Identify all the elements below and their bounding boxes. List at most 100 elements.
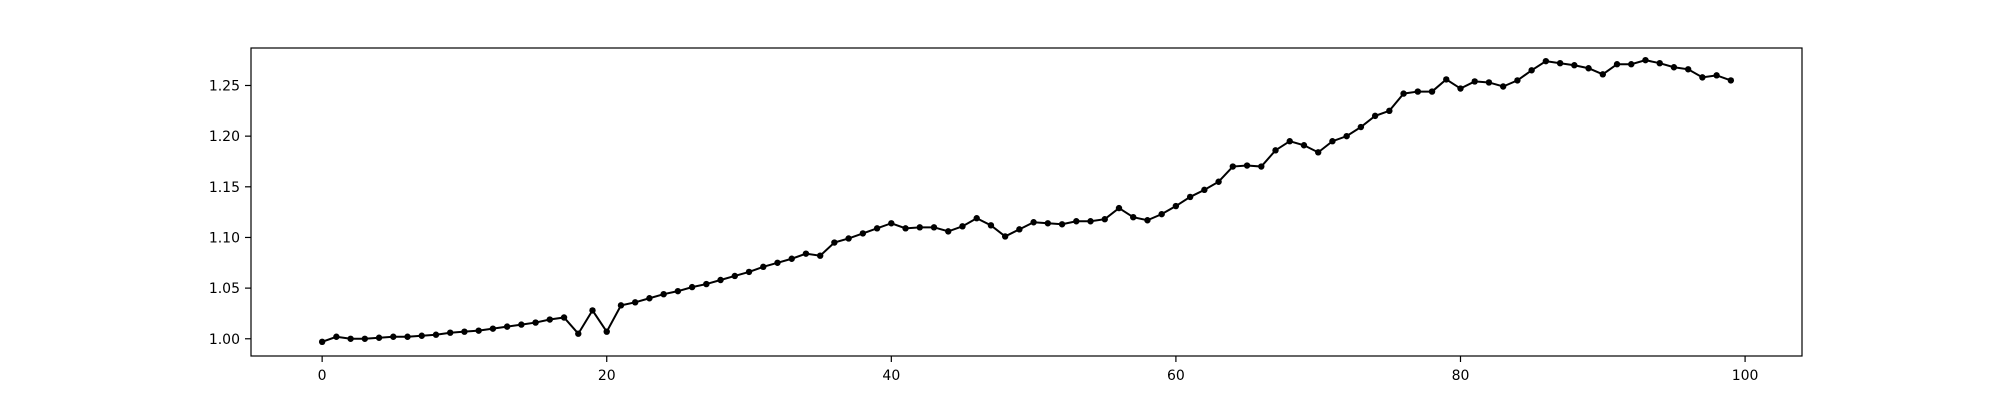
data-point: [1628, 61, 1635, 68]
data-point: [1315, 149, 1322, 156]
data-point: [1414, 88, 1422, 95]
data-point: [418, 332, 425, 339]
data-point: [603, 328, 610, 335]
data-point: [916, 224, 923, 231]
y-tick-label: 1.20: [209, 129, 240, 145]
data-point: [461, 328, 468, 335]
data-point: [660, 291, 667, 298]
x-tick-label: 20: [598, 368, 616, 384]
data-point: [518, 321, 525, 328]
data-point: [945, 228, 952, 235]
data-point: [973, 215, 980, 222]
plot-area-frame: [250, 47, 1803, 357]
data-point: [1713, 72, 1720, 79]
data-point: [503, 323, 511, 330]
data-point: [1514, 77, 1521, 84]
data-point: [631, 299, 639, 306]
data-point: [390, 333, 397, 340]
data-point: [788, 255, 795, 262]
data-point: [1471, 78, 1478, 85]
y-tick-label: 1.15: [209, 180, 240, 196]
x-tick-label: 100: [1732, 368, 1759, 384]
x-axis: 0 20 40 60 80 100: [318, 356, 1759, 384]
data-point: [1571, 62, 1578, 69]
data-point: [1443, 76, 1450, 83]
data-point: [1428, 88, 1436, 95]
data-point: [802, 250, 810, 257]
data-point: [1371, 112, 1379, 120]
data-point: [532, 319, 539, 326]
data-point: [1457, 85, 1464, 92]
data-point: [1300, 142, 1308, 149]
data-point: [1343, 132, 1350, 140]
data-point: [1286, 138, 1293, 145]
data-point: [816, 252, 824, 259]
data-point: [1058, 221, 1066, 228]
data-point: [1087, 218, 1094, 225]
data-point: [1243, 162, 1251, 169]
data-point: [888, 220, 895, 227]
data-point: [1144, 217, 1151, 224]
data-point: [1556, 60, 1564, 67]
data-point: [688, 283, 696, 291]
data-point: [1485, 79, 1493, 86]
data-point: [546, 316, 554, 323]
data-point: [1642, 56, 1649, 64]
data-point: [1656, 60, 1663, 67]
data-point: [1172, 202, 1180, 210]
y-tick-label: 1.00: [209, 332, 240, 348]
data-point: [959, 223, 966, 230]
data-point: [646, 295, 653, 302]
data-point: [333, 333, 340, 340]
data-point: [1272, 147, 1279, 154]
data-point: [1215, 178, 1222, 185]
data-point: [1130, 214, 1137, 221]
data-point: [1044, 220, 1052, 227]
data-point: [1542, 57, 1550, 65]
y-tick-label: 1.25: [209, 78, 240, 94]
data-point: [831, 239, 838, 246]
data-point: [1386, 107, 1393, 115]
data-point: [902, 225, 909, 232]
data-point: [1001, 233, 1009, 240]
data-point: [845, 235, 852, 242]
data-point: [617, 302, 625, 309]
data-point: [703, 280, 710, 288]
data-point: [361, 335, 369, 342]
data-point: [1599, 71, 1606, 78]
data-point: [760, 263, 767, 271]
data-point: [1357, 123, 1365, 131]
data-point: [1670, 64, 1678, 71]
series-line: [321, 59, 1732, 343]
data-point: [731, 272, 738, 280]
data-point: [674, 287, 682, 295]
data-point: [475, 327, 482, 334]
data-point: [1158, 210, 1165, 218]
x-tick-label: 0: [318, 368, 327, 384]
data-point: [1699, 74, 1706, 81]
y-axis: 1.00 1.05 1.10 1.15 1.20 1.25: [209, 78, 251, 348]
data-point: [859, 230, 867, 237]
data-point: [1073, 218, 1080, 225]
data-point: [1101, 216, 1108, 223]
y-tick-label: 1.05: [209, 281, 240, 297]
data-point: [589, 307, 596, 314]
data-point: [347, 335, 354, 342]
data-point: [318, 338, 326, 346]
data-point: [873, 225, 881, 232]
data-point: [1229, 163, 1237, 170]
data-point: [1499, 83, 1507, 90]
y-tick-label: 1.10: [209, 230, 240, 246]
data-point: [1528, 67, 1535, 74]
data-point: [774, 259, 781, 266]
x-tick-label: 80: [1452, 368, 1470, 384]
data-point: [489, 325, 497, 332]
data-point: [1258, 163, 1265, 170]
data-point: [404, 333, 411, 340]
data-point: [987, 222, 995, 229]
x-tick-label: 60: [1167, 368, 1185, 384]
data-point: [1016, 226, 1023, 233]
data-point: [1115, 204, 1123, 212]
